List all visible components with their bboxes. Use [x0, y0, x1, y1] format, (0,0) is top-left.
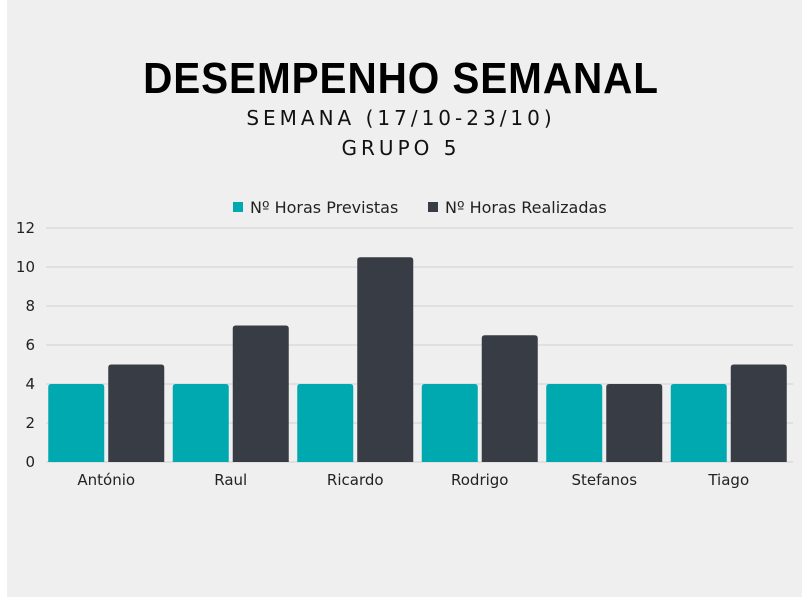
- y-tick-label: 4: [25, 375, 35, 393]
- bar-realizadas: [606, 384, 663, 462]
- bar-previstas: [670, 384, 727, 462]
- y-tick-label: 10: [16, 258, 35, 276]
- gridlines: [46, 227, 793, 463]
- y-tick-label: 8: [25, 297, 35, 315]
- legend: Nº Horas Previstas Nº Horas Realizadas: [233, 198, 607, 217]
- y-tick-label: 6: [25, 336, 35, 354]
- chart-subtitle-week: SEMANA (17/10-23/10): [246, 106, 556, 130]
- x-category-label: Stefanos: [571, 471, 637, 489]
- y-tick-label: 12: [16, 219, 35, 237]
- y-tick-label: 0: [25, 453, 35, 471]
- x-category-label: Rodrigo: [451, 471, 508, 489]
- bar-previstas: [172, 384, 229, 462]
- bar-realizadas: [730, 364, 787, 462]
- bar-previstas: [297, 384, 354, 462]
- bar-realizadas: [481, 335, 538, 462]
- legend-swatch: [428, 202, 438, 212]
- legend-label: Nº Horas Previstas: [250, 198, 398, 217]
- x-category-label: Ricardo: [327, 471, 384, 489]
- legend-label: Nº Horas Realizadas: [445, 198, 607, 217]
- bar-realizadas: [232, 325, 289, 462]
- y-tick-label: 2: [25, 414, 35, 432]
- chart-subtitle-group: GRUPO 5: [341, 136, 461, 160]
- bars: [48, 257, 787, 462]
- bar-previstas: [48, 384, 105, 462]
- chart-title: DESEMPENHO SEMANAL: [143, 54, 659, 103]
- x-category-label: António: [77, 471, 135, 489]
- bar-realizadas: [108, 364, 165, 462]
- x-axis: António Raul Ricardo Rodrigo Stefanos Tiago: [77, 471, 749, 489]
- x-category-label: Raul: [214, 471, 247, 489]
- x-category-label: Tiago: [707, 471, 749, 489]
- bar-previstas: [421, 384, 478, 462]
- bar-previstas: [546, 384, 603, 462]
- y-axis: 0 2 4 6 8 10 12: [16, 219, 35, 471]
- legend-swatch: [233, 202, 243, 212]
- bar-realizadas: [357, 257, 414, 462]
